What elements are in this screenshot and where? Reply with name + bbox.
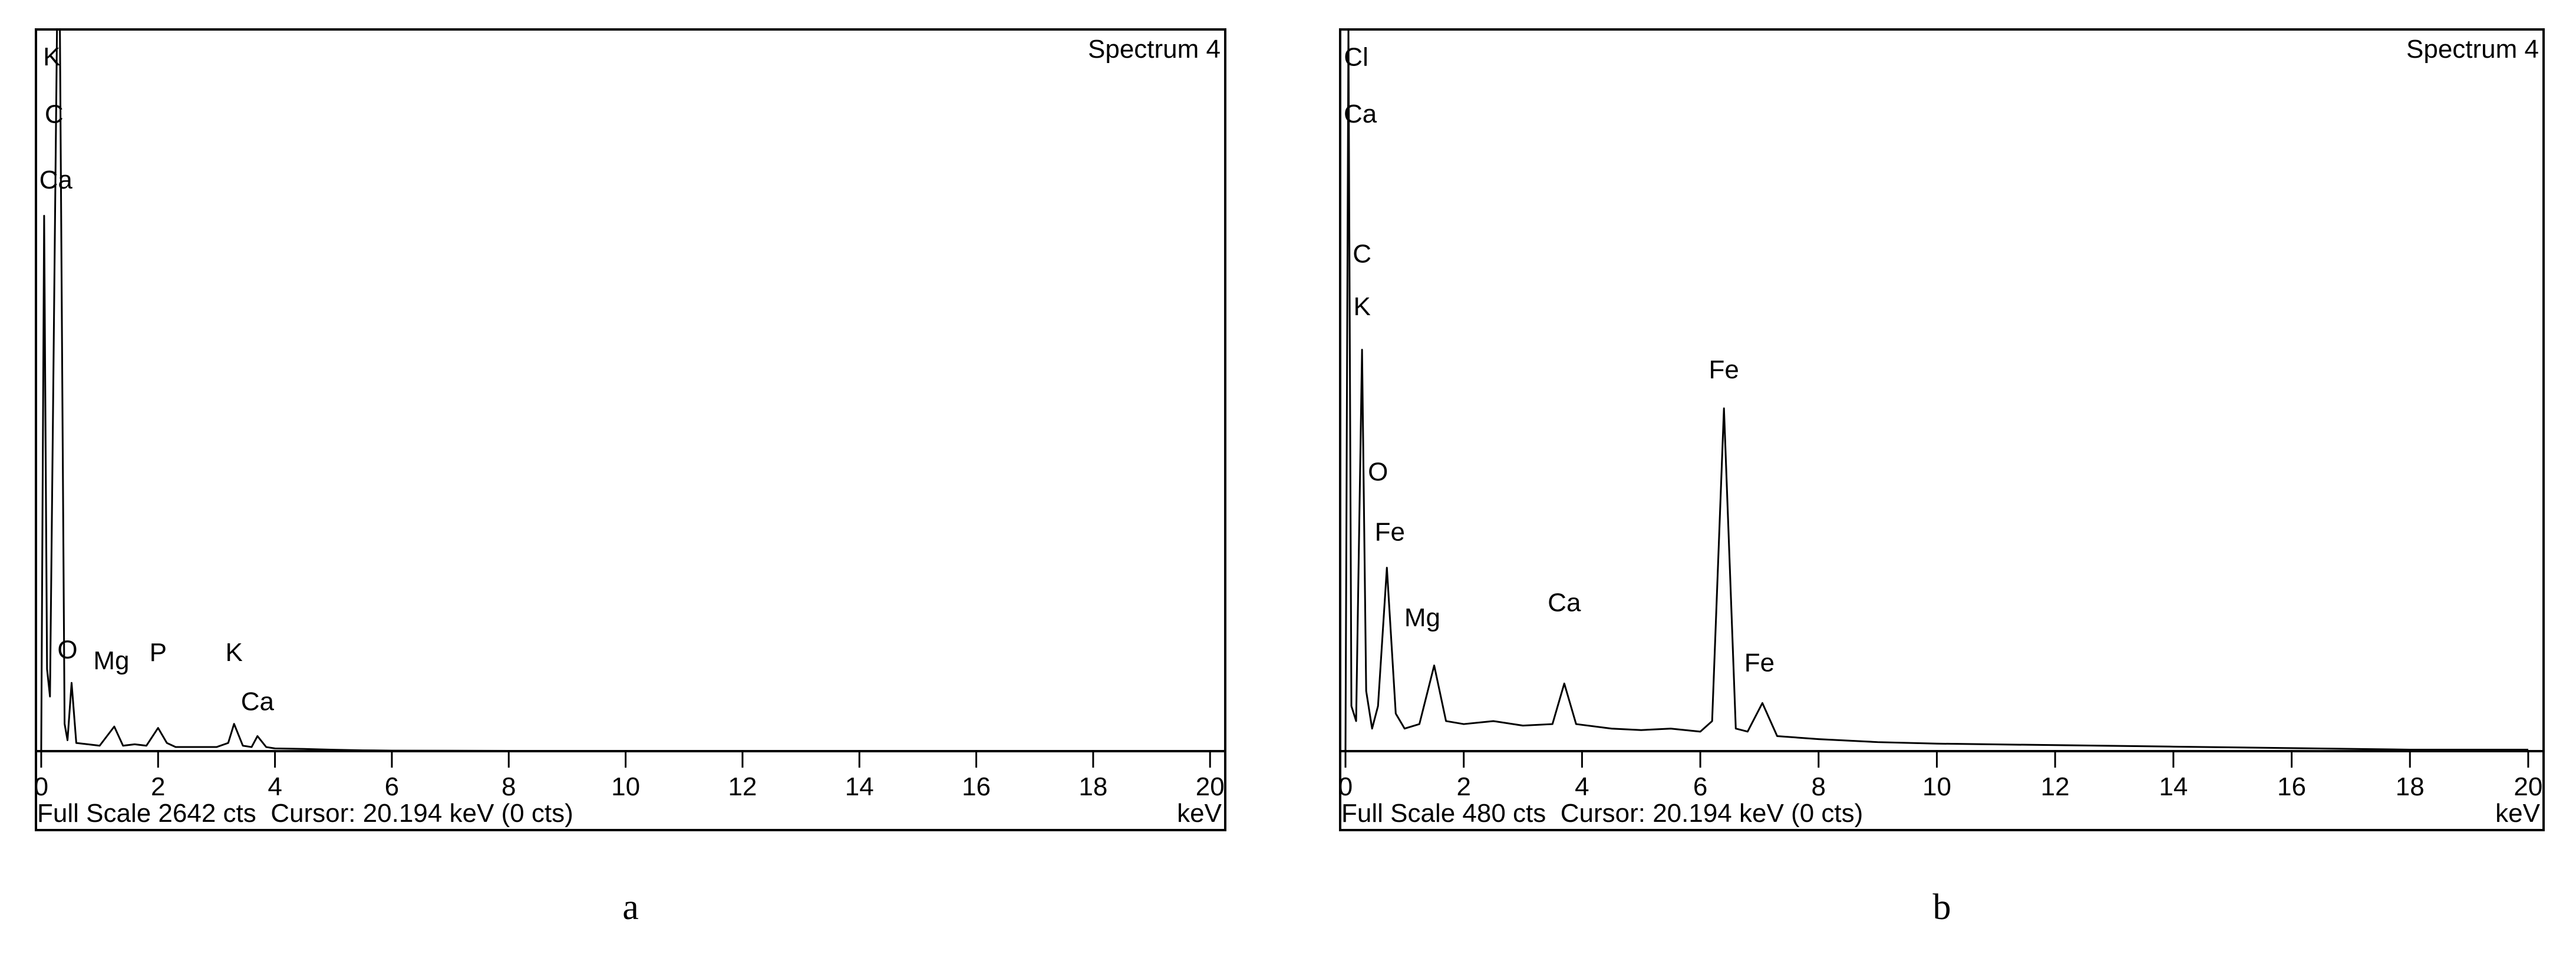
peak-label: Ca — [241, 687, 275, 716]
peak-label: K — [1353, 292, 1370, 321]
peak-label: Ca — [1344, 100, 1377, 128]
x-tick-label: 12 — [2041, 772, 2070, 801]
peak-label: C — [1353, 240, 1371, 269]
x-tick-label: 16 — [962, 772, 991, 801]
x-tick-label: 10 — [1922, 772, 1951, 801]
x-tick-label: 10 — [611, 772, 640, 801]
peak-label: Fe — [1744, 649, 1774, 678]
x-tick-label: 20 — [2514, 772, 2542, 801]
peak-label: Ca — [39, 166, 73, 194]
x-tick-label: 14 — [2159, 772, 2188, 801]
x-tick-label: 18 — [1078, 772, 1107, 801]
frame — [35, 28, 1226, 831]
x-tick-label: 2 — [1456, 772, 1470, 801]
x-unit: keV — [1177, 799, 1222, 828]
peak-label: O — [1368, 458, 1388, 487]
spectrum-title: Spectrum 4 — [1088, 35, 1221, 64]
peak-label: Ca — [1548, 589, 1581, 617]
peak-label: K — [43, 42, 60, 71]
footer-text: Full Scale 480 cts Cursor: 20.194 keV (0… — [1341, 799, 1863, 828]
frame — [1339, 28, 2545, 831]
x-tick-label: 4 — [1575, 772, 1589, 801]
x-tick-label: 4 — [268, 772, 282, 801]
x-unit: keV — [2495, 799, 2540, 828]
x-tick-label: 8 — [1812, 772, 1826, 801]
peak-label: Cl — [1344, 42, 1368, 71]
spectrum-title: Spectrum 4 — [2406, 35, 2539, 64]
x-tick-label: 6 — [385, 772, 399, 801]
x-tick-label: 0 — [34, 772, 48, 801]
x-tick-label: 0 — [1338, 772, 1353, 801]
x-tick-label: 20 — [1196, 772, 1225, 801]
peak-label: Fe — [1709, 355, 1739, 384]
x-tick-label: 12 — [728, 772, 757, 801]
peak-label: Mg — [93, 646, 129, 675]
x-tick-label: 18 — [2396, 772, 2425, 801]
peak-label: Fe — [1375, 518, 1405, 547]
peak-label: Mg — [1404, 603, 1440, 632]
panel-caption: a — [622, 887, 639, 927]
x-tick-label: 14 — [845, 772, 874, 801]
spectrum-line — [40, 28, 1211, 752]
x-tick-label: 2 — [151, 772, 165, 801]
peak-label: O — [57, 635, 77, 664]
x-tick-label: 16 — [2277, 772, 2306, 801]
x-tick-label: 6 — [1693, 772, 1707, 801]
footer-text: Full Scale 2642 cts Cursor: 20.194 keV (… — [37, 799, 573, 828]
panel-caption: b — [1933, 887, 1951, 927]
spectrum-line — [1344, 28, 2528, 752]
x-tick-label: 8 — [502, 772, 516, 801]
peak-label: P — [150, 638, 167, 667]
peak-label: C — [45, 100, 64, 129]
peak-label: K — [225, 638, 242, 667]
